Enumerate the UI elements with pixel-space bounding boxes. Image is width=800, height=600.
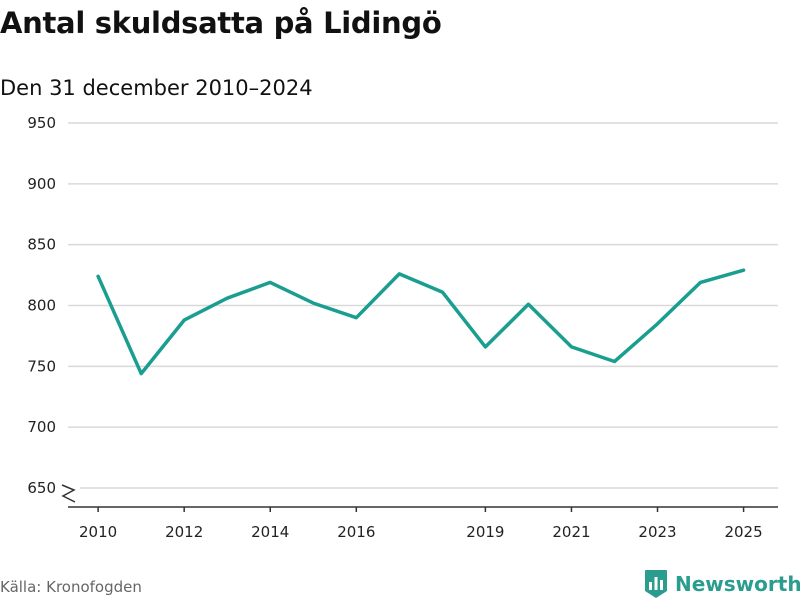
data-point [484, 345, 487, 349]
data-point [355, 316, 358, 319]
gridlines [68, 122, 778, 489]
chart-title: Antal skuldsatta på Lidingö [0, 6, 442, 40]
data-point [269, 281, 272, 284]
x-tick-label: 2014 [251, 523, 289, 541]
y-tick-label: 650 [27, 479, 56, 497]
data-point [656, 322, 659, 325]
source-note: Källa: Kronofogden [0, 578, 142, 596]
y-tick-label: 700 [27, 418, 56, 436]
data-point [226, 297, 229, 300]
x-tick-label: 2023 [638, 523, 676, 541]
y-tick-label: 750 [27, 357, 56, 375]
y-tick-label: 900 [27, 175, 56, 193]
axis-break-icon [61, 484, 76, 503]
data-point [441, 290, 444, 294]
data-point [527, 303, 530, 306]
data-point [570, 345, 573, 349]
y-tick-label: 850 [27, 236, 56, 254]
brand-name: Newsworthy [675, 572, 800, 596]
x-tick-label: 2019 [466, 523, 504, 541]
x-tick-label: 2012 [165, 523, 203, 541]
brand-logo: Newsworthy [644, 568, 800, 600]
x-axis-ticks: 2010 2012 2014 2016 2019 2021 2023 2025 [79, 507, 763, 541]
data-point [182, 318, 186, 322]
x-tick-label: 2016 [337, 523, 375, 541]
data-point [139, 372, 143, 375]
x-axis [61, 484, 778, 508]
data-point [742, 269, 745, 272]
data-point [613, 360, 616, 363]
y-tick-label: 800 [27, 297, 56, 315]
bar-chart-badge-icon [645, 570, 667, 598]
y-tick-label: 950 [27, 114, 56, 132]
data-point [312, 301, 315, 305]
data-point [96, 275, 100, 278]
series-line-0 [96, 268, 746, 376]
chart-subtitle: Den 31 december 2010–2024 [0, 76, 313, 100]
x-tick-label: 2021 [552, 523, 590, 541]
data-point [699, 281, 702, 284]
x-tick-label: 2010 [79, 523, 117, 541]
data-point [398, 272, 401, 276]
series [96, 268, 746, 376]
x-tick-label: 2025 [724, 523, 762, 541]
y-axis-ticks: 650 700 750 800 850 900 950 [27, 114, 56, 497]
